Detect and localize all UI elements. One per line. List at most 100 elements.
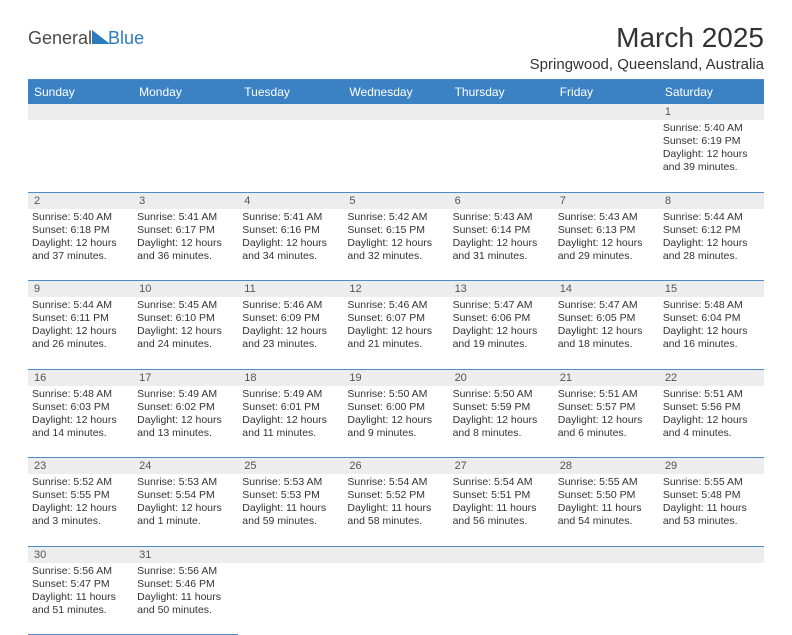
day-details: Sunrise: 5:41 AMSunset: 6:17 PMDaylight:… xyxy=(137,211,234,264)
day-cell: Sunrise: 5:44 AMSunset: 6:12 PMDaylight:… xyxy=(659,209,764,281)
day-header: Thursday xyxy=(449,80,554,104)
logo-text-blue: Blue xyxy=(108,28,144,49)
day-details: Sunrise: 5:43 AMSunset: 6:13 PMDaylight:… xyxy=(558,211,655,264)
day-number: 20 xyxy=(449,369,554,386)
day-of-week-row: SundayMondayTuesdayWednesdayThursdayFrid… xyxy=(28,80,764,104)
day-number: 16 xyxy=(28,369,133,386)
day-details: Sunrise: 5:47 AMSunset: 6:06 PMDaylight:… xyxy=(453,299,550,352)
day-cell: Sunrise: 5:54 AMSunset: 5:51 PMDaylight:… xyxy=(449,474,554,546)
day-cell: Sunrise: 5:41 AMSunset: 6:17 PMDaylight:… xyxy=(133,209,238,281)
day-number-row: 23242526272829 xyxy=(28,458,764,475)
day-number: 23 xyxy=(28,458,133,475)
day-number xyxy=(133,104,238,120)
day-cell: Sunrise: 5:53 AMSunset: 5:54 PMDaylight:… xyxy=(133,474,238,546)
day-cell: Sunrise: 5:56 AMSunset: 5:46 PMDaylight:… xyxy=(133,563,238,635)
logo-text-general: General xyxy=(28,28,92,49)
day-cell xyxy=(449,120,554,192)
day-number: 12 xyxy=(343,281,448,298)
day-cell: Sunrise: 5:52 AMSunset: 5:55 PMDaylight:… xyxy=(28,474,133,546)
day-cell: Sunrise: 5:42 AMSunset: 6:15 PMDaylight:… xyxy=(343,209,448,281)
page-title: March 2025 xyxy=(530,22,764,54)
day-number xyxy=(659,546,764,563)
day-details: Sunrise: 5:40 AMSunset: 6:18 PMDaylight:… xyxy=(32,211,129,264)
day-cell: Sunrise: 5:48 AMSunset: 6:03 PMDaylight:… xyxy=(28,386,133,458)
day-number: 5 xyxy=(343,192,448,209)
day-cell: Sunrise: 5:41 AMSunset: 6:16 PMDaylight:… xyxy=(238,209,343,281)
week-row: Sunrise: 5:48 AMSunset: 6:03 PMDaylight:… xyxy=(28,386,764,458)
day-number: 27 xyxy=(449,458,554,475)
day-number: 13 xyxy=(449,281,554,298)
day-number: 25 xyxy=(238,458,343,475)
day-number xyxy=(449,546,554,563)
day-number: 21 xyxy=(554,369,659,386)
week-row: Sunrise: 5:52 AMSunset: 5:55 PMDaylight:… xyxy=(28,474,764,546)
day-cell xyxy=(554,120,659,192)
day-details: Sunrise: 5:47 AMSunset: 6:05 PMDaylight:… xyxy=(558,299,655,352)
day-details: Sunrise: 5:55 AMSunset: 5:50 PMDaylight:… xyxy=(558,476,655,529)
day-cell: Sunrise: 5:49 AMSunset: 6:02 PMDaylight:… xyxy=(133,386,238,458)
day-number xyxy=(238,104,343,120)
day-cell: Sunrise: 5:51 AMSunset: 5:57 PMDaylight:… xyxy=(554,386,659,458)
day-number: 19 xyxy=(343,369,448,386)
day-header: Wednesday xyxy=(343,80,448,104)
day-number: 24 xyxy=(133,458,238,475)
day-cell: Sunrise: 5:47 AMSunset: 6:06 PMDaylight:… xyxy=(449,297,554,369)
logo: General Blue xyxy=(28,22,144,49)
day-cell: Sunrise: 5:40 AMSunset: 6:19 PMDaylight:… xyxy=(659,120,764,192)
location-subtitle: Springwood, Queensland, Australia xyxy=(530,56,764,73)
day-details: Sunrise: 5:46 AMSunset: 6:07 PMDaylight:… xyxy=(347,299,444,352)
day-number: 18 xyxy=(238,369,343,386)
day-cell: Sunrise: 5:51 AMSunset: 5:56 PMDaylight:… xyxy=(659,386,764,458)
day-header: Sunday xyxy=(28,80,133,104)
week-row: Sunrise: 5:40 AMSunset: 6:18 PMDaylight:… xyxy=(28,209,764,281)
day-header: Friday xyxy=(554,80,659,104)
day-details: Sunrise: 5:51 AMSunset: 5:56 PMDaylight:… xyxy=(663,388,760,441)
day-details: Sunrise: 5:56 AMSunset: 5:46 PMDaylight:… xyxy=(137,565,234,618)
header: General Blue March 2025 Springwood, Quee… xyxy=(28,22,764,73)
day-cell xyxy=(133,120,238,192)
day-cell: Sunrise: 5:50 AMSunset: 5:59 PMDaylight:… xyxy=(449,386,554,458)
day-number: 17 xyxy=(133,369,238,386)
day-number xyxy=(554,546,659,563)
day-details: Sunrise: 5:44 AMSunset: 6:11 PMDaylight:… xyxy=(32,299,129,352)
day-details: Sunrise: 5:43 AMSunset: 6:14 PMDaylight:… xyxy=(453,211,550,264)
day-details: Sunrise: 5:51 AMSunset: 5:57 PMDaylight:… xyxy=(558,388,655,441)
day-number: 14 xyxy=(554,281,659,298)
day-number: 29 xyxy=(659,458,764,475)
day-details: Sunrise: 5:48 AMSunset: 6:03 PMDaylight:… xyxy=(32,388,129,441)
day-details: Sunrise: 5:54 AMSunset: 5:51 PMDaylight:… xyxy=(453,476,550,529)
day-number xyxy=(343,546,448,563)
day-cell xyxy=(659,563,764,635)
day-cell: Sunrise: 5:43 AMSunset: 6:13 PMDaylight:… xyxy=(554,209,659,281)
day-details: Sunrise: 5:42 AMSunset: 6:15 PMDaylight:… xyxy=(347,211,444,264)
day-cell: Sunrise: 5:56 AMSunset: 5:47 PMDaylight:… xyxy=(28,563,133,635)
day-cell: Sunrise: 5:54 AMSunset: 5:52 PMDaylight:… xyxy=(343,474,448,546)
day-details: Sunrise: 5:45 AMSunset: 6:10 PMDaylight:… xyxy=(137,299,234,352)
day-number xyxy=(554,104,659,120)
day-number: 3 xyxy=(133,192,238,209)
day-details: Sunrise: 5:53 AMSunset: 5:53 PMDaylight:… xyxy=(242,476,339,529)
calendar-table: SundayMondayTuesdayWednesdayThursdayFrid… xyxy=(28,80,764,635)
day-cell: Sunrise: 5:43 AMSunset: 6:14 PMDaylight:… xyxy=(449,209,554,281)
week-row: Sunrise: 5:44 AMSunset: 6:11 PMDaylight:… xyxy=(28,297,764,369)
day-cell: Sunrise: 5:53 AMSunset: 5:53 PMDaylight:… xyxy=(238,474,343,546)
day-number xyxy=(238,546,343,563)
week-row: Sunrise: 5:40 AMSunset: 6:19 PMDaylight:… xyxy=(28,120,764,192)
day-number xyxy=(343,104,448,120)
day-number: 8 xyxy=(659,192,764,209)
day-number: 1 xyxy=(659,104,764,120)
day-details: Sunrise: 5:50 AMSunset: 5:59 PMDaylight:… xyxy=(453,388,550,441)
day-details: Sunrise: 5:53 AMSunset: 5:54 PMDaylight:… xyxy=(137,476,234,529)
day-details: Sunrise: 5:46 AMSunset: 6:09 PMDaylight:… xyxy=(242,299,339,352)
day-details: Sunrise: 5:49 AMSunset: 6:01 PMDaylight:… xyxy=(242,388,339,441)
day-cell: Sunrise: 5:55 AMSunset: 5:48 PMDaylight:… xyxy=(659,474,764,546)
day-number-row: 3031 xyxy=(28,546,764,563)
day-cell: Sunrise: 5:47 AMSunset: 6:05 PMDaylight:… xyxy=(554,297,659,369)
day-details: Sunrise: 5:50 AMSunset: 6:00 PMDaylight:… xyxy=(347,388,444,441)
day-number xyxy=(28,104,133,120)
day-number-row: 2345678 xyxy=(28,192,764,209)
day-cell: Sunrise: 5:48 AMSunset: 6:04 PMDaylight:… xyxy=(659,297,764,369)
day-header: Saturday xyxy=(659,80,764,104)
day-details: Sunrise: 5:40 AMSunset: 6:19 PMDaylight:… xyxy=(663,122,760,175)
day-number: 9 xyxy=(28,281,133,298)
